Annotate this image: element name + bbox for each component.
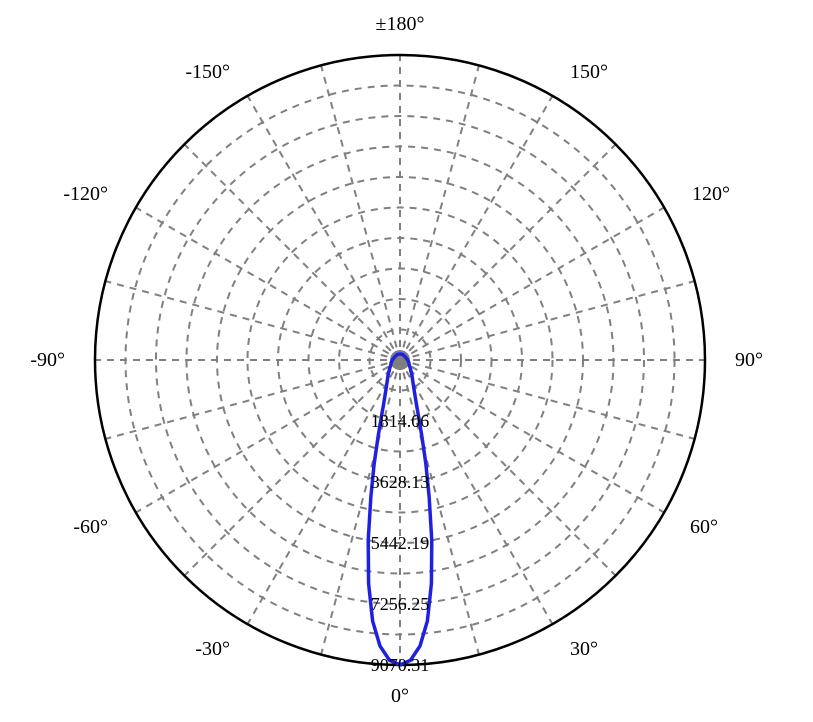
angle-label: 60° [690,516,718,538]
angular-grid-spoke [105,281,400,360]
radial-label: 9070.31 [371,655,430,675]
angular-grid-spoke [105,360,400,439]
angular-grid-spoke [136,360,400,513]
radial-label: 7256.25 [371,594,430,614]
radial-label: 5442.19 [371,533,430,553]
angular-grid-spoke [400,65,479,360]
radial-label: 3628.13 [371,472,430,492]
angle-label: -60° [73,516,108,538]
angular-grid-spoke [321,65,400,360]
polar-chart: ±180° 150° 120° 90° 60° 30° 0° -30° -60° -90° -120… [0,0,813,722]
angle-label: ±180° [376,13,425,35]
angle-label: 120° [692,183,730,205]
angle-label: -30° [195,638,230,660]
angle-label: -90° [30,349,65,371]
angle-label: 150° [570,61,608,83]
angle-label: 30° [570,638,598,660]
angular-grid-spoke [400,281,695,360]
angle-label: 0° [391,685,409,707]
angular-grid-spoke [136,208,400,361]
radial-label: 1814.06 [371,411,430,431]
angle-label: -120° [63,183,108,205]
angle-label: 90° [735,349,763,371]
angular-grid-spoke [248,360,401,624]
angle-label: -150° [185,61,230,83]
